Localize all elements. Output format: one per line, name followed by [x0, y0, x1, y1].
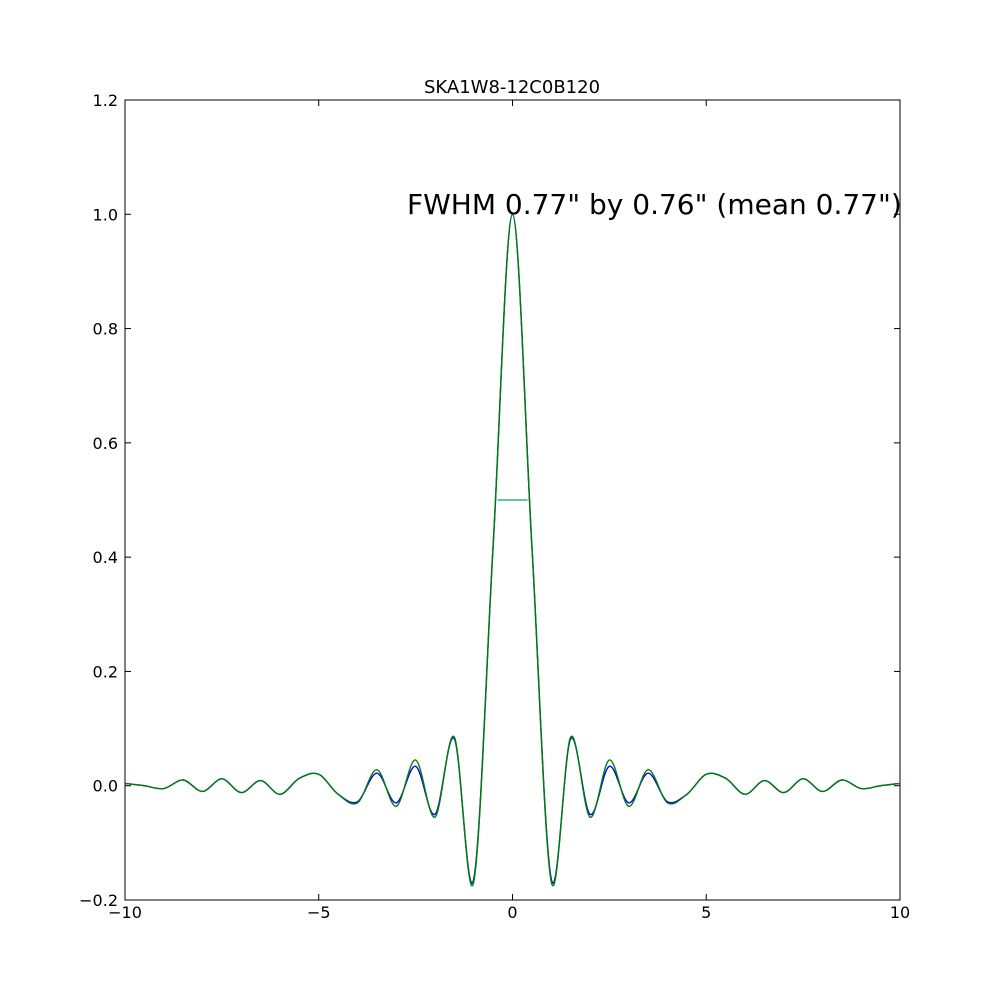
- series-layer: [124, 213, 901, 887]
- y-tick-label: 1.0: [93, 205, 118, 224]
- series-line-2: [124, 213, 901, 887]
- y-tick-label: 0.4: [93, 548, 118, 567]
- ticks: [124, 99, 901, 901]
- x-tick-label: −5: [307, 903, 331, 922]
- fwhm-annotation: FWHM 0.77" by 0.76" (mean 0.77"): [407, 188, 902, 221]
- tick-labels: −10 −5 0 5 10 −0.2 0.0 0.2 0.4 0.6 0.8 1.0 1.2: [79, 91, 910, 922]
- x-tick-label: 0: [507, 903, 517, 922]
- y-tick-label: 1.2: [93, 91, 118, 110]
- y-tick-label: 0.0: [93, 777, 118, 796]
- y-tick-label: 0.2: [93, 662, 118, 681]
- y-tick-label: −0.2: [79, 891, 118, 910]
- chart-title: SKA1W8-12C0B120: [424, 77, 600, 98]
- y-tick-label: 0.8: [93, 320, 118, 339]
- y-tick-label: 0.6: [93, 434, 118, 453]
- x-tick-label: 10: [890, 903, 910, 922]
- x-tick-label: −10: [108, 903, 142, 922]
- x-tick-label: 5: [701, 903, 711, 922]
